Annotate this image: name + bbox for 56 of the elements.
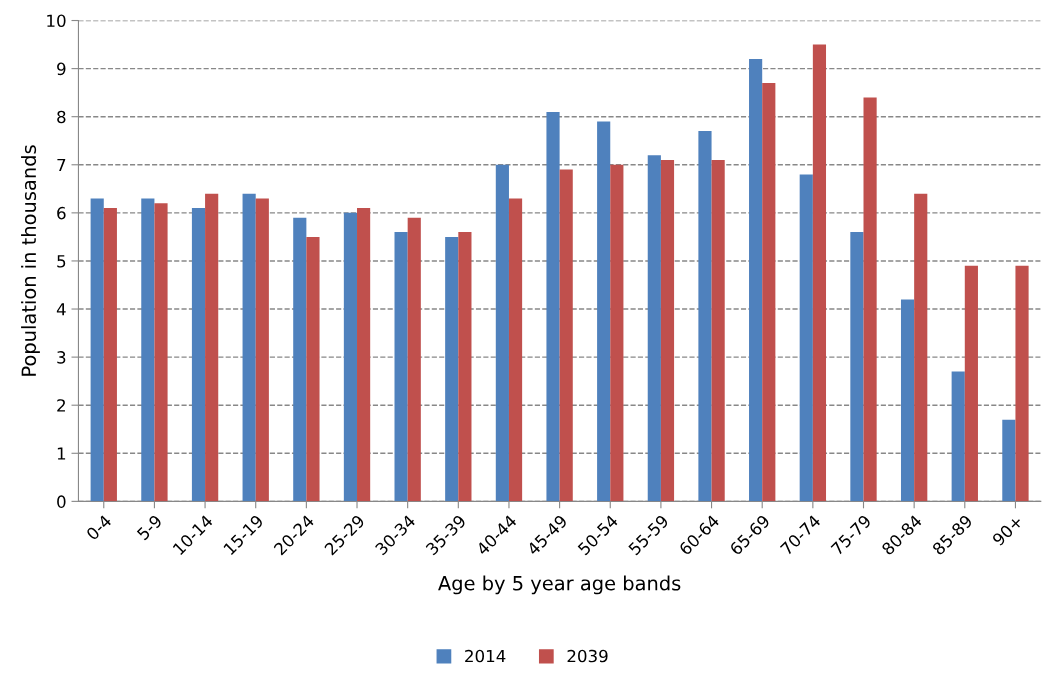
bar [90, 198, 104, 502]
y-tick-label: 0 [57, 495, 66, 508]
bar [711, 159, 725, 502]
y-tick-label: 9 [57, 62, 66, 76]
bar [154, 203, 168, 502]
bar [698, 131, 712, 502]
bar [103, 208, 117, 502]
bar [850, 232, 864, 502]
y-tick-label: 6 [57, 206, 66, 220]
bar [610, 164, 624, 502]
legend-label: 2039 [567, 649, 608, 663]
bar [407, 217, 421, 502]
bar [647, 155, 661, 502]
bar [293, 217, 307, 502]
x-axis-title: Age by 5 year age bands [438, 575, 681, 595]
bar [445, 236, 459, 502]
bar [799, 174, 813, 502]
bar [343, 212, 358, 502]
y-tick-label: 10 [47, 14, 66, 28]
bar [914, 193, 928, 502]
bar [964, 265, 978, 502]
bar [191, 208, 206, 502]
bar [242, 193, 256, 502]
y-tick-label: 3 [57, 351, 66, 364]
y-tick-label: 5 [57, 255, 66, 268]
y-axis-title: Population in thousands [21, 145, 40, 376]
bar [205, 193, 219, 502]
bar [306, 236, 320, 502]
bar [660, 159, 675, 502]
bar [951, 371, 965, 502]
x-tick-label: 90+ [991, 514, 1024, 547]
y-tick-label: 1 [57, 447, 66, 460]
x-tick-label: 5-9 [136, 514, 163, 541]
bar [394, 232, 408, 502]
bar [863, 97, 877, 502]
y-tick-label: 2 [57, 399, 65, 412]
bar [508, 198, 523, 502]
x-tick-label: 0-4 [85, 514, 113, 541]
bar [357, 208, 371, 502]
y-tick-label: 7 [57, 158, 66, 172]
bar [900, 299, 915, 502]
bar [597, 121, 611, 502]
bar [762, 83, 776, 502]
legend-label: 2014 [465, 649, 506, 663]
y-tick-label: 8 [57, 110, 66, 124]
y-tick-label: 4 [56, 303, 66, 316]
bar [812, 44, 827, 502]
bar [546, 111, 560, 502]
bar [495, 164, 509, 502]
bar [458, 232, 472, 502]
bar [749, 58, 763, 502]
bar [1015, 265, 1029, 502]
bar [255, 198, 269, 502]
bar [1002, 419, 1016, 502]
bar [141, 198, 155, 502]
bar [559, 169, 573, 502]
